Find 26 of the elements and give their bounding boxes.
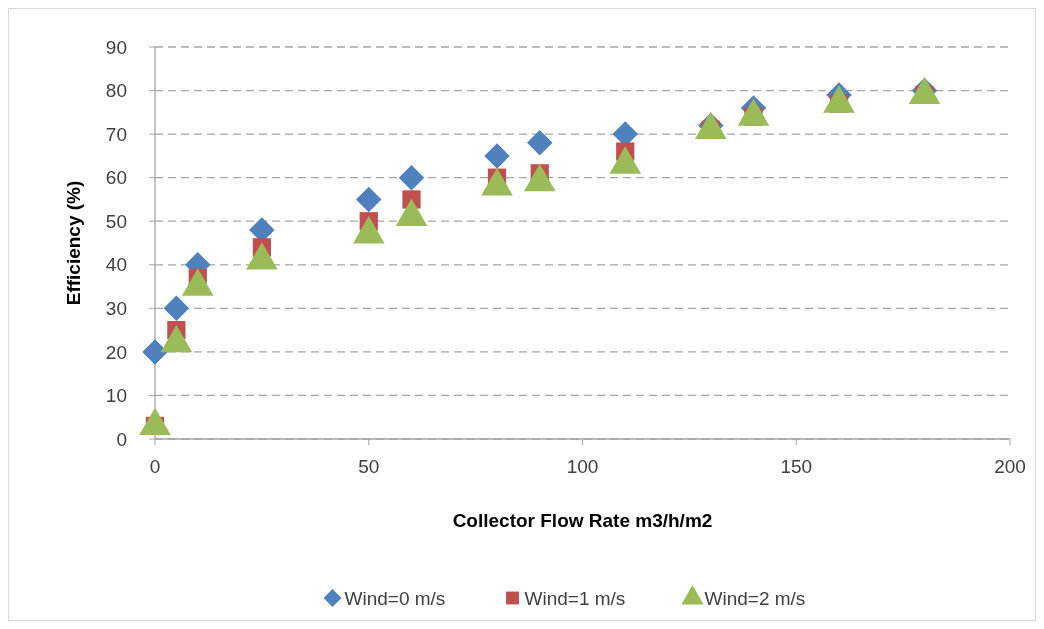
x-axis-title: Collector Flow Rate m3/h/m2: [452, 510, 713, 531]
y-tick-label: 60: [105, 167, 127, 189]
y-tick-label: 70: [105, 123, 127, 145]
y-tick-label: 40: [105, 254, 127, 276]
x-tick-label: 150: [780, 456, 813, 477]
x-tick-label: 200: [994, 456, 1026, 477]
y-tick-label: 90: [105, 36, 127, 58]
legend-label: Wind=0 m/s: [344, 587, 446, 609]
y-tick-label: 0: [116, 428, 127, 450]
y-axis-title: Efficiency (%): [63, 180, 84, 306]
x-tick-label: 50: [358, 456, 380, 477]
x-tick-label: 100: [566, 456, 599, 477]
y-tick-label: 10: [105, 385, 127, 407]
x-tick-label: 0: [149, 456, 161, 477]
point: [527, 130, 553, 156]
legend-label: Wind=2 m/s: [704, 587, 806, 609]
y-tick-label: 50: [105, 210, 127, 232]
legend-label: Wind=1 m/s: [524, 587, 626, 609]
point: [398, 164, 425, 191]
y-tick-label: 30: [105, 297, 127, 319]
point: [142, 339, 168, 365]
point: [163, 295, 190, 322]
point: [484, 143, 510, 169]
y-tick-label: 80: [105, 80, 127, 102]
y-tick-label: 20: [105, 341, 127, 363]
point: [356, 186, 382, 213]
